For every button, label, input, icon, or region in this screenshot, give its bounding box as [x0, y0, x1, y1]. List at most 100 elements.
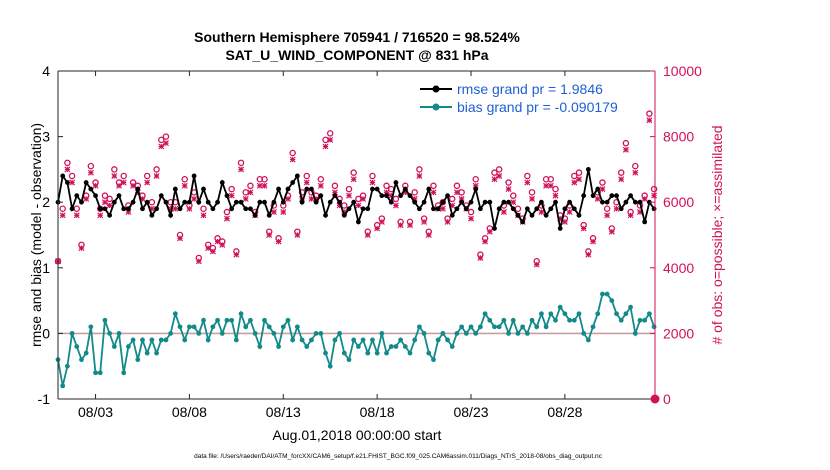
rmse-series-point [355, 219, 361, 225]
bias-series-point [248, 317, 253, 323]
obs-assimilated-point [120, 179, 127, 186]
rmse-series-point [487, 199, 493, 205]
obs-assimilated-point [214, 238, 221, 245]
bias-series-point [309, 337, 314, 343]
obs-possible-point [383, 182, 390, 190]
bias-series-point [233, 337, 239, 343]
bias-series-point [351, 337, 357, 343]
obs-assimilated-point [613, 205, 620, 212]
obs-possible-point [416, 166, 423, 173]
obs-assimilated-point [294, 232, 301, 238]
obs-possible-point [153, 166, 160, 173]
y-right-tick-label: 6000 [663, 194, 694, 210]
rmse-series-point [238, 199, 244, 205]
bias-series-point [304, 344, 310, 349]
obs-possible-point [326, 130, 334, 137]
bias-series-point [609, 298, 615, 303]
bias-series-point [271, 331, 277, 336]
obs-possible-point [528, 189, 536, 196]
y-right-tick-label: 10000 [663, 63, 702, 79]
bias-series-point [459, 324, 465, 330]
bias-series-point [379, 331, 385, 336]
rmse-series-point [168, 212, 174, 218]
rmse-series-point [435, 206, 441, 212]
rmse-series-point [219, 180, 225, 185]
rmse-series-point [191, 173, 197, 179]
obs-possible-point [87, 162, 95, 170]
rmse-series-point [102, 206, 108, 212]
obs-possible-point [453, 182, 461, 190]
rmse-series-point [60, 173, 66, 179]
obs-possible-point [106, 195, 113, 203]
rmse-series-point [454, 206, 460, 212]
obs-possible-point [68, 172, 76, 180]
bias-series-point [88, 324, 94, 330]
obs-assimilated-point [186, 205, 193, 212]
obs-assimilated-point [266, 232, 273, 238]
bias-series-point [257, 344, 263, 349]
rmse-series-point [618, 206, 624, 212]
obs-possible-point [261, 175, 268, 183]
rmse-series-point [187, 199, 192, 205]
bias-series-point [205, 337, 211, 343]
rmse-series-point [529, 212, 535, 218]
rmse-series-point [323, 212, 328, 218]
rmse-series-point [294, 173, 300, 179]
obs-possible-point [650, 185, 658, 193]
bias-series-point [416, 324, 422, 330]
bias-series-point [529, 317, 535, 323]
bias-series-point [618, 317, 624, 323]
rmse-series-point [482, 199, 488, 205]
legend-rmse-marker [432, 85, 440, 93]
bias-series-point [468, 324, 474, 330]
obs-assimilated-point [529, 195, 536, 202]
bias-series-point [196, 331, 202, 336]
obs-assimilated-point [317, 182, 324, 189]
y-left-tick-label: -1 [38, 391, 51, 407]
bias-series-point [393, 344, 399, 349]
rmse-series-point [74, 193, 80, 199]
rmse-series-point [130, 199, 136, 205]
bias-series-point [313, 331, 319, 336]
bias-series-point [412, 337, 418, 343]
bias-series-point [487, 317, 493, 323]
bias-series-point [191, 324, 197, 330]
bias-series-point [478, 324, 483, 330]
obs-assimilated-point [289, 156, 296, 163]
bias-series-point [365, 350, 371, 356]
obs-assimilated-point [561, 218, 568, 225]
rmse-series-point [571, 206, 577, 212]
bias-series-point [74, 344, 80, 349]
obs-assimilated-point [364, 232, 371, 238]
rmse-series-point [416, 206, 422, 212]
rmse-series-point [534, 206, 540, 212]
bias-series-point [64, 363, 70, 369]
bias-series-point [370, 337, 375, 343]
obs-assimilated-point [651, 192, 658, 199]
rmse-series-point [271, 199, 277, 205]
obs-assimilated-point [97, 212, 104, 219]
bias-series-point [135, 357, 141, 363]
rmse-series-point [604, 199, 610, 205]
obs-assimilated-point [444, 218, 451, 225]
rmse-series-point [337, 199, 343, 205]
bias-series-point [651, 324, 657, 330]
rmse-series-point [515, 212, 521, 218]
obs-possible-point [237, 159, 245, 167]
rmse-series-point [379, 193, 385, 199]
rmse-series-point [614, 193, 619, 199]
rmse-series-point [252, 212, 258, 218]
obs-assimilated-point [407, 222, 413, 229]
obs-possible-point [101, 192, 109, 199]
obs-assimilated-point [566, 209, 573, 216]
rmse-series-point [370, 186, 375, 192]
obs-assimilated-point [327, 136, 334, 143]
rmse-series-point [543, 212, 549, 218]
bias-series-point [548, 311, 554, 317]
bias-series-point [154, 350, 159, 356]
bias-series-point [604, 291, 610, 297]
rmse-series-point [111, 199, 117, 205]
obs-assimilated-point [111, 172, 118, 179]
rmse-series-point [285, 186, 291, 192]
obs-assimilated-point [92, 182, 99, 189]
